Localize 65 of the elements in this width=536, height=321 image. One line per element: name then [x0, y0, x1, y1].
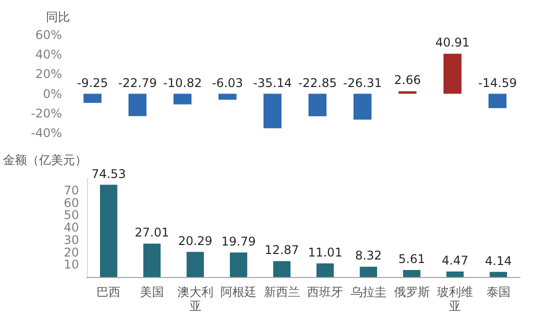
data-label: -14.59 [478, 76, 517, 90]
data-label: 2.66 [394, 73, 421, 88]
bar [143, 244, 161, 277]
y-tick-label: 70 [64, 183, 79, 198]
bar [360, 266, 378, 277]
y-tick-label: 60% [35, 28, 62, 42]
x-tick-label: 俄罗斯 [394, 285, 430, 299]
bar [490, 272, 508, 277]
x-tick-label: 阿根廷 [220, 285, 257, 299]
data-label: -35.14 [253, 76, 292, 90]
bar [100, 184, 118, 277]
bar [273, 261, 291, 277]
x-tick-label: 乌拉圭 [350, 285, 386, 299]
bar [218, 94, 236, 100]
data-label: 4.47 [442, 253, 468, 268]
bar [174, 94, 192, 104]
y-tick-label: 40% [35, 48, 62, 62]
data-label: 5.61 [398, 252, 426, 266]
bar [446, 271, 464, 277]
bar [354, 94, 372, 120]
x-tick-label: 巴西 [96, 285, 121, 299]
bar [308, 94, 326, 116]
data-label: -22.79 [118, 76, 157, 90]
x-tick-label: 泰国 [486, 285, 510, 299]
data-label: 40.91 [435, 36, 470, 50]
data-label: 74.53 [91, 166, 126, 181]
data-label: 4.14 [484, 254, 512, 268]
data-label: -22.85 [298, 76, 337, 90]
data-label: 12.87 [264, 243, 300, 258]
bar [230, 252, 248, 277]
data-label: -10.82 [163, 76, 202, 90]
bar [84, 94, 102, 103]
x-tick-label: 新西兰 [264, 285, 300, 299]
y-tick-label: -40% [30, 126, 62, 140]
y-tick-label: 20 [64, 245, 79, 260]
bar [186, 252, 204, 277]
y-tick-label: 40 [64, 220, 79, 234]
bar [128, 94, 146, 116]
x-tick-label: 玻利维亚 [437, 285, 474, 313]
bar [403, 270, 420, 277]
bar [316, 263, 334, 277]
data-label: -6.03 [212, 76, 244, 90]
y-tick-label: 20% [35, 67, 62, 82]
data-label: 27.01 [134, 226, 170, 240]
x-tick-label: 西班牙 [307, 285, 344, 299]
bar [444, 54, 462, 94]
bar [488, 94, 506, 108]
bar [264, 94, 282, 128]
y-tick-label: 30 [64, 232, 79, 247]
data-label: 19.79 [221, 234, 256, 249]
data-label: 11.01 [308, 245, 342, 260]
y-tick-label: 50 [64, 208, 79, 222]
data-label: 8.32 [355, 248, 382, 263]
x-tick-label: 美国 [140, 285, 164, 299]
x-tick-label: 澳大利亚 [177, 285, 214, 313]
y-tick-label: 10 [64, 258, 79, 272]
data-label: 20.29 [178, 234, 212, 248]
data-label: -26.31 [343, 76, 382, 90]
y-tick-label: -20% [30, 106, 62, 120]
y-tick-label: 0% [42, 86, 62, 101]
y-axis-title: 同比 [46, 10, 70, 24]
bar [398, 91, 416, 94]
y-tick-label: 60 [64, 196, 79, 210]
y-axis-title: 金额（亿美元） [3, 153, 87, 167]
data-label: -9.25 [76, 76, 108, 90]
